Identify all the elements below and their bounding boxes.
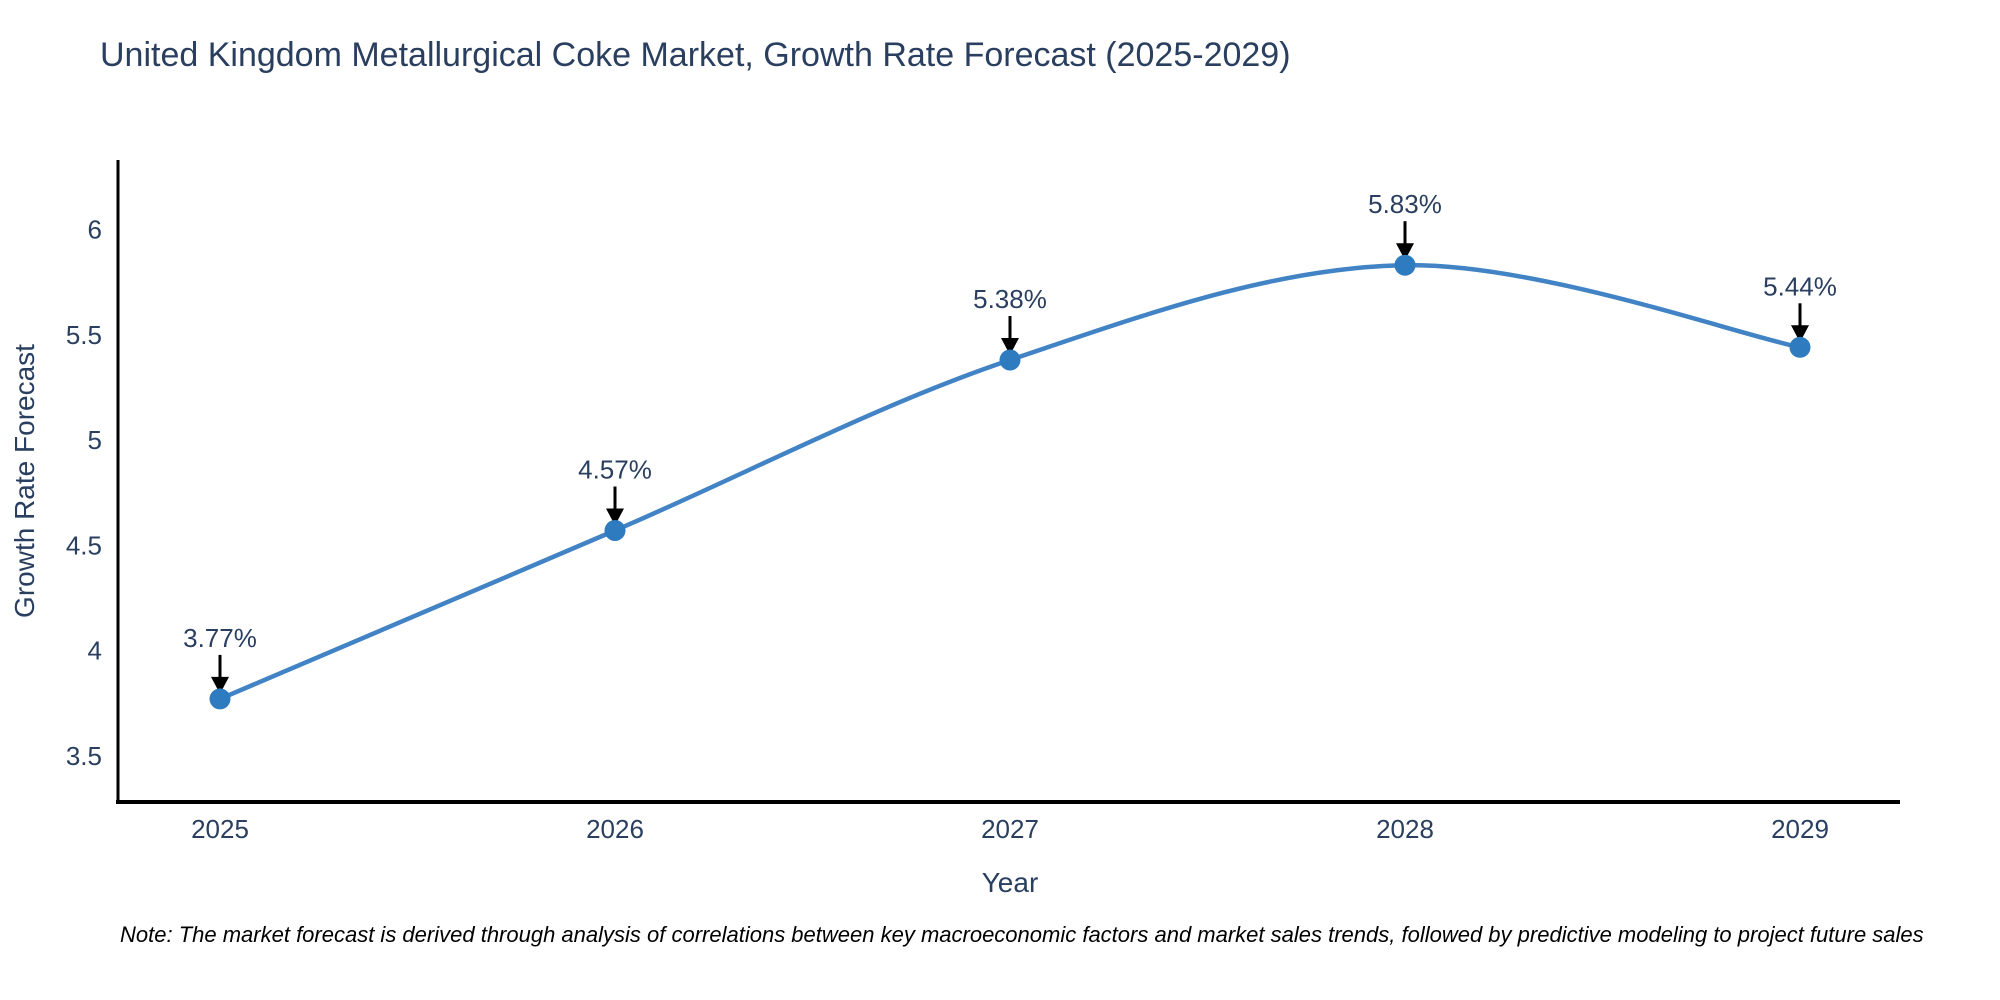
data-point-label: 3.77% (183, 623, 257, 653)
footnote: Note: The market forecast is derived thr… (120, 922, 1924, 947)
x-tick-label: 2027 (981, 814, 1039, 844)
data-point[interactable] (1394, 254, 1416, 276)
annotation-arrowhead (211, 676, 229, 694)
y-tick-label: 3.5 (66, 741, 102, 771)
axes: 3.5 4 4.5 5 5.5 6 2025 2026 2027 2028 2029 (66, 160, 1900, 844)
data-point-label: 5.44% (1763, 271, 1837, 301)
annotation-arrowhead (1791, 325, 1809, 343)
y-tick-label: 4 (88, 636, 102, 666)
x-tick-label: 2029 (1771, 814, 1829, 844)
y-tick-label: 6 (88, 215, 102, 245)
x-tick-label: 2025 (191, 814, 249, 844)
y-tick-label: 4.5 (66, 530, 102, 560)
annotation-arrowhead (606, 508, 624, 526)
y-axis-title: Growth Rate Forecast (9, 344, 40, 618)
y-tick-label: 5 (88, 425, 102, 455)
y-tick-label: 5.5 (66, 320, 102, 350)
chart-title: United Kingdom Metallurgical Coke Market… (100, 36, 1291, 74)
data-point[interactable] (1789, 336, 1811, 358)
annotation-arrowhead (1001, 338, 1019, 355)
data-point[interactable] (209, 688, 231, 710)
x-axis-title: Year (982, 867, 1039, 898)
plot-area: 3.77% 4.57% 5.38% 5.83% 5.44% (183, 189, 1837, 710)
data-point[interactable] (604, 520, 626, 541)
data-point-label: 4.57% (578, 455, 652, 485)
annotation-arrowhead (1396, 243, 1414, 261)
data-point-label: 5.38% (973, 284, 1047, 314)
x-tick-label: 2028 (1376, 814, 1434, 844)
data-point-label: 5.83% (1368, 189, 1442, 219)
x-tick-label: 2026 (586, 814, 644, 844)
data-point[interactable] (999, 349, 1021, 371)
